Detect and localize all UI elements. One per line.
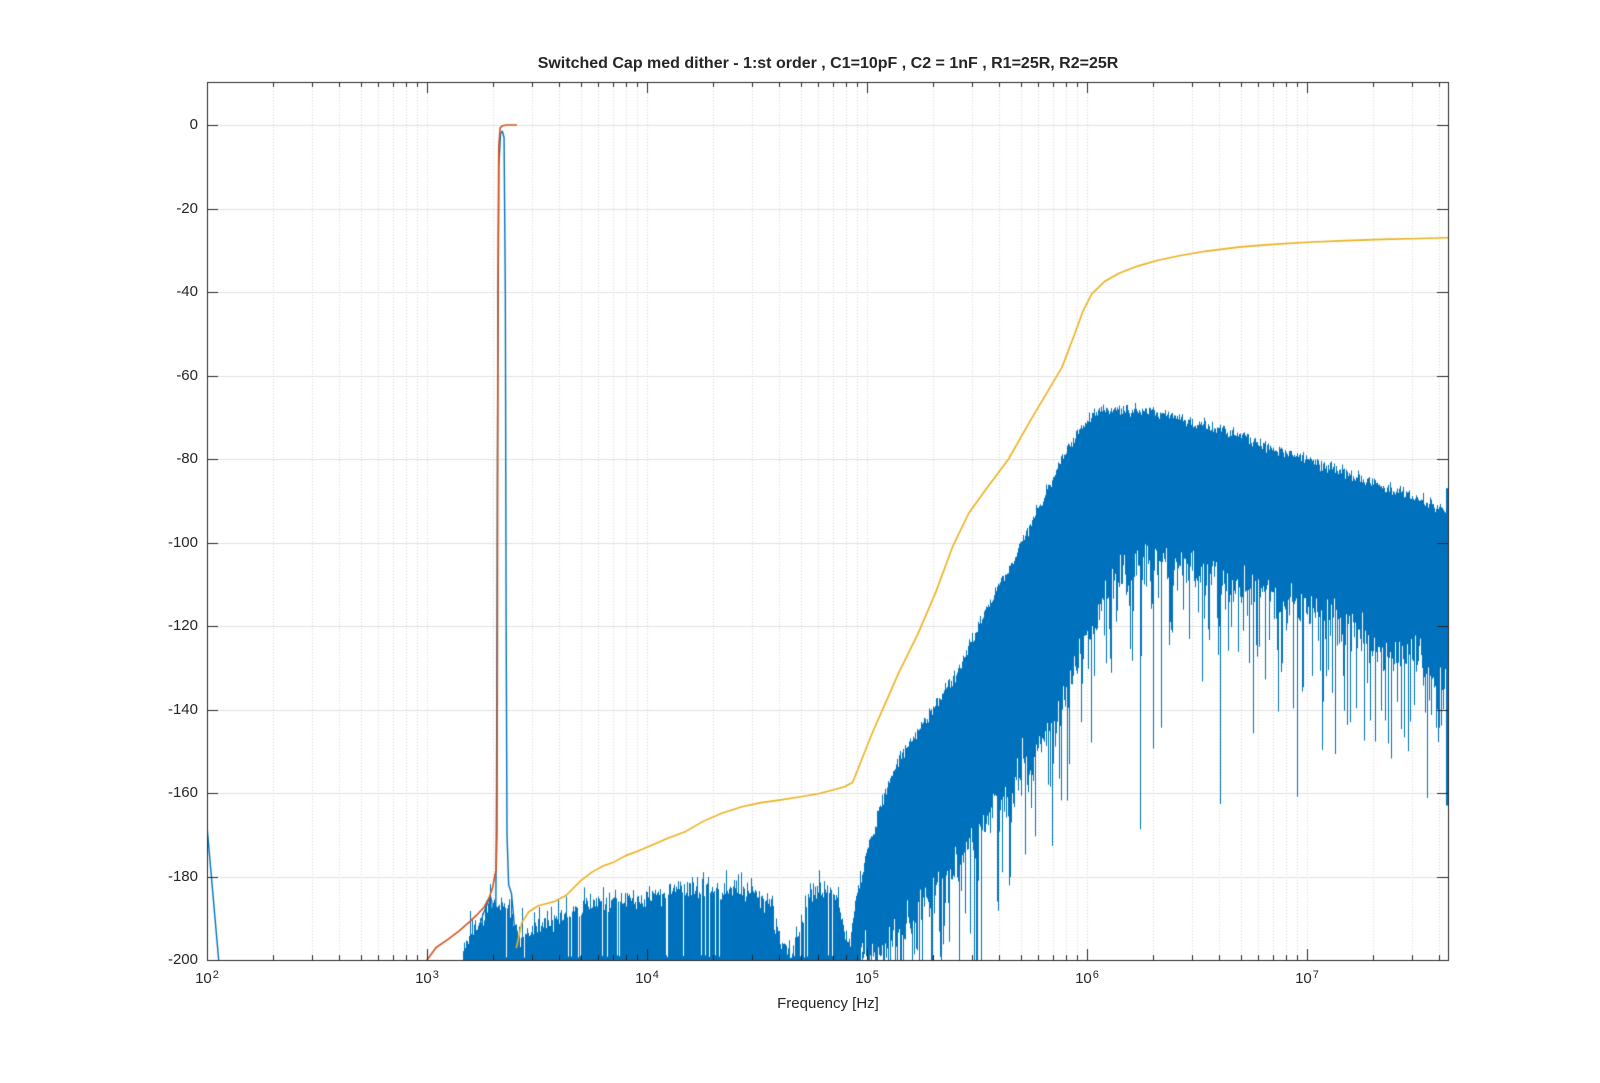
plot-title: Switched Cap med dither - 1:st order , C… bbox=[537, 55, 1119, 72]
y-tick-label: -80 bbox=[176, 450, 198, 467]
y-tick-label: 0 bbox=[189, 116, 198, 133]
y-tick-label: -200 bbox=[167, 951, 198, 968]
y-tick-label: -180 bbox=[167, 867, 198, 885]
x-tick-label: 106 bbox=[1075, 969, 1099, 987]
x-tick-label: 105 bbox=[855, 969, 879, 987]
x-tick-label: 102 bbox=[195, 969, 219, 987]
x-tick-label: 107 bbox=[1295, 969, 1319, 987]
y-tick-label: -40 bbox=[176, 283, 198, 300]
y-tick-label: -160 bbox=[167, 784, 198, 801]
x-tick-label: 103 bbox=[415, 969, 439, 987]
y-tick-label: -120 bbox=[167, 617, 198, 634]
y-tick-label: -100 bbox=[167, 533, 198, 551]
y-tick-label: -20 bbox=[176, 199, 198, 217]
x-axis-label: Frequency [Hz] bbox=[777, 995, 879, 1012]
x-tick-label: 104 bbox=[635, 969, 659, 987]
y-tick-label: -140 bbox=[167, 700, 198, 718]
y-tick-label: -60 bbox=[176, 366, 198, 384]
